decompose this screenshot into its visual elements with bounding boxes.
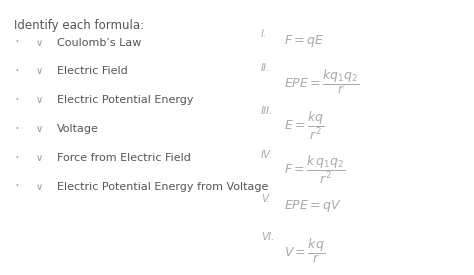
Text: Electric Potential Energy from Voltage: Electric Potential Energy from Voltage xyxy=(57,182,268,192)
Text: ∨: ∨ xyxy=(36,67,43,76)
Text: II.: II. xyxy=(261,63,270,73)
Text: V.: V. xyxy=(261,194,270,204)
Text: ∨: ∨ xyxy=(36,182,43,192)
Text: IV.: IV. xyxy=(261,150,273,160)
Text: ·: · xyxy=(14,151,19,166)
Text: ·: · xyxy=(14,180,19,194)
Text: Electric Field: Electric Field xyxy=(57,67,128,76)
Text: $EPE = \dfrac{kq_1q_2}{r}$: $EPE = \dfrac{kq_1q_2}{r}$ xyxy=(284,67,360,96)
Text: $E = \dfrac{kq}{r^2}$: $E = \dfrac{kq}{r^2}$ xyxy=(284,110,325,142)
Text: Identify each formula:: Identify each formula: xyxy=(14,19,145,32)
Text: ·: · xyxy=(14,93,19,108)
Text: ·: · xyxy=(14,64,19,79)
Text: Voltage: Voltage xyxy=(57,124,99,134)
Text: $V = \dfrac{kq}{r}$: $V = \dfrac{kq}{r}$ xyxy=(284,236,326,265)
Text: Electric Potential Energy: Electric Potential Energy xyxy=(57,95,193,105)
Text: Force from Electric Field: Force from Electric Field xyxy=(57,153,191,163)
Text: I.: I. xyxy=(261,29,267,39)
Text: $F = qE$: $F = qE$ xyxy=(284,33,325,49)
Text: ∨: ∨ xyxy=(36,38,43,48)
Text: $EPE = qV$: $EPE = qV$ xyxy=(284,198,342,214)
Text: Coulomb’s Law: Coulomb’s Law xyxy=(57,38,141,48)
Text: VI.: VI. xyxy=(261,232,274,242)
Text: $F = \dfrac{k\,q_1q_2}{r^2}$: $F = \dfrac{k\,q_1q_2}{r^2}$ xyxy=(284,154,346,186)
Text: III.: III. xyxy=(261,106,273,116)
Text: ∨: ∨ xyxy=(36,124,43,134)
Text: ∨: ∨ xyxy=(36,153,43,163)
Text: ·: · xyxy=(14,35,19,50)
Text: ·: · xyxy=(14,122,19,137)
Text: ∨: ∨ xyxy=(36,95,43,105)
